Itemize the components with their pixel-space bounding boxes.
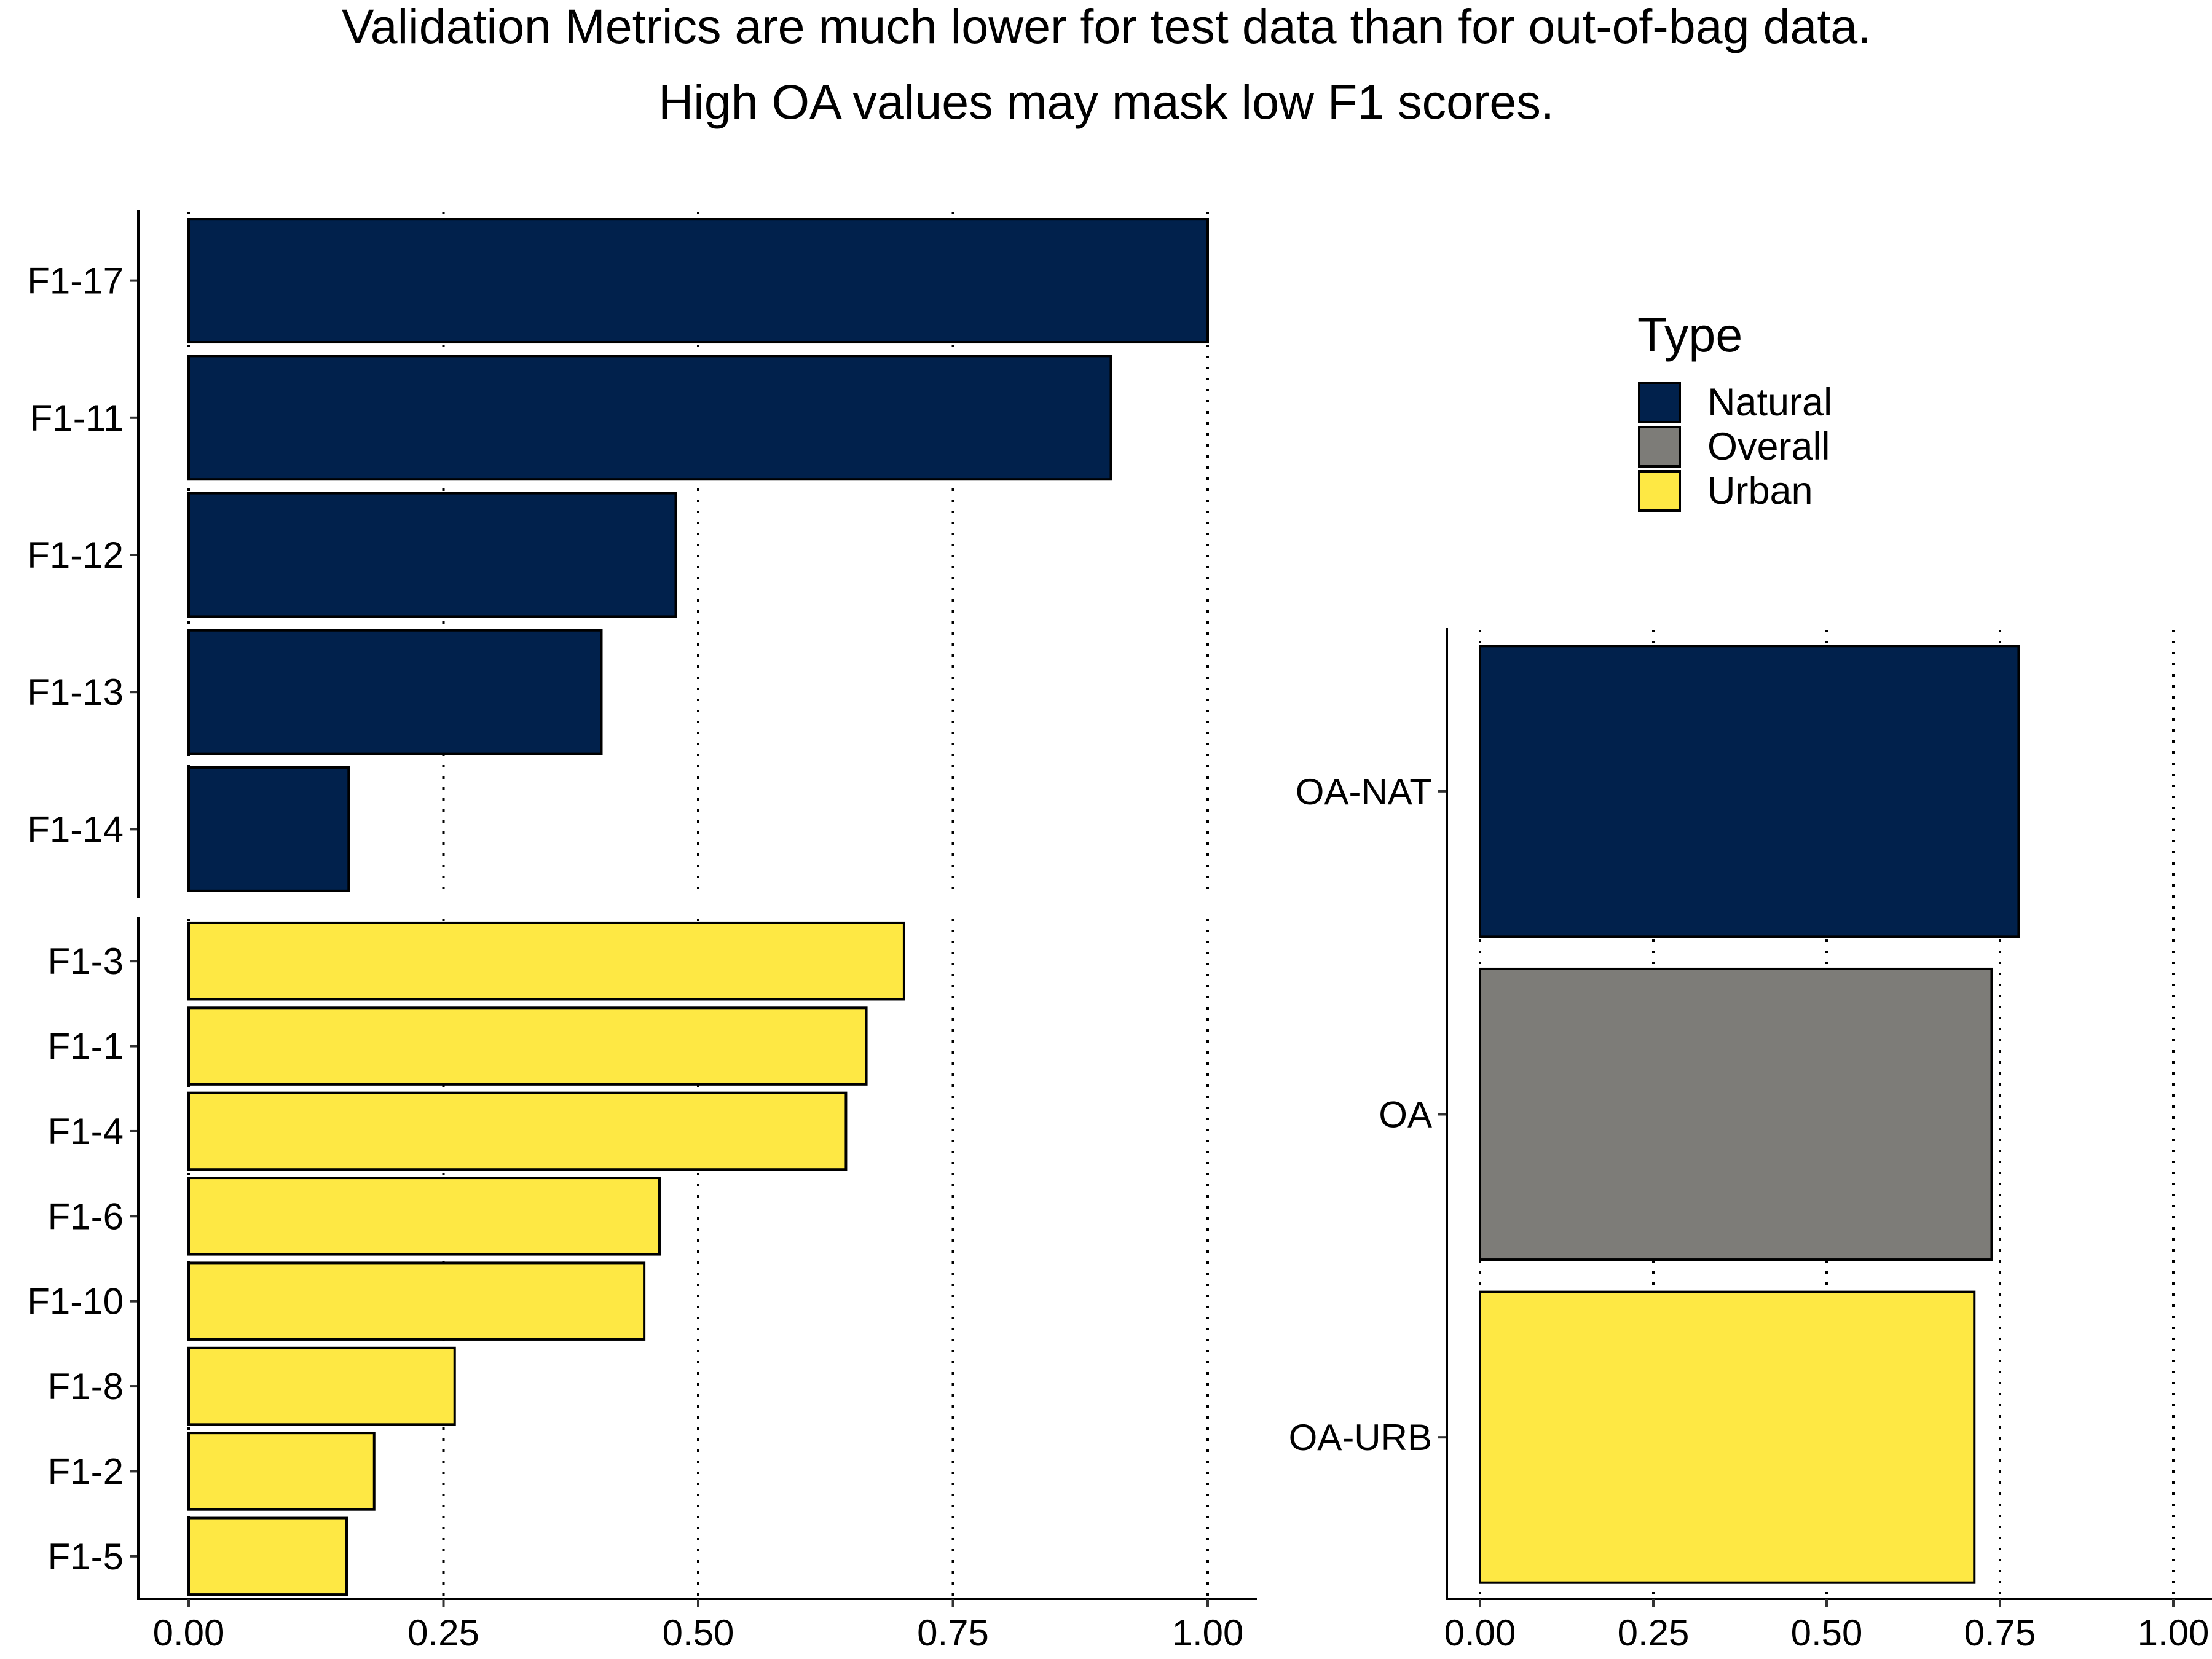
legend-label-urban: Urban	[1707, 469, 1813, 512]
f1-natural-ylabel-f1-14: F1-14	[27, 809, 124, 850]
legend-label-overall: Overall	[1707, 425, 1830, 468]
legend-swatch-urban	[1638, 470, 1681, 512]
f1-natural-ylabel-f1-12: F1-12	[27, 535, 124, 576]
f1-urban-xlabel-3: 0.75	[917, 1612, 989, 1653]
oa-bar-oa-urb	[1479, 1290, 1976, 1584]
f1-urban-ylabel-f1-5: F1-5	[48, 1536, 124, 1577]
f1-urban-ylabel-f1-8: F1-8	[48, 1366, 124, 1407]
f1-urban-xlabel-4: 1.00	[1172, 1612, 1244, 1653]
oa-bar-oa-nat	[1479, 645, 2020, 938]
oa-xlabel-0: 0.00	[1444, 1612, 1516, 1653]
f1-natural-bar-f1-17	[187, 218, 1209, 344]
legend-swatch-natural	[1638, 382, 1681, 423]
f1-urban-xlabel-0: 0.00	[153, 1612, 225, 1653]
oa-ylabel-oa-nat: OA-NAT	[1296, 771, 1432, 812]
f1-urban-bar-f1-8	[187, 1346, 456, 1426]
f1-natural-ylabel-f1-11: F1-11	[30, 398, 124, 439]
f1-urban-bar-f1-6	[187, 1177, 661, 1256]
oa-bar-oa	[1479, 967, 1993, 1261]
f1-urban-ylabel-f1-1: F1-1	[48, 1026, 124, 1067]
oa-xlabel-4: 1.00	[2138, 1612, 2210, 1653]
f1-urban-bar-f1-5	[187, 1516, 348, 1596]
oa-xlabel-3: 0.75	[1964, 1612, 2036, 1653]
f1-urban-bar-f1-2	[187, 1432, 376, 1511]
chart-title-line-2: High OA values may mask low F1 scores.	[658, 74, 1554, 129]
oa-ylabel-oa: OA	[1379, 1094, 1432, 1135]
f1-urban-bar-f1-10	[187, 1261, 646, 1341]
f1-natural-bar-f1-12	[187, 492, 677, 618]
f1-urban-xlabel-2: 0.50	[663, 1612, 734, 1653]
f1-urban-ylabel-f1-3: F1-3	[48, 941, 124, 982]
chart-title-line-1: Validation Metrics are much lower for te…	[342, 0, 1871, 53]
f1-natural-bar-f1-11	[187, 355, 1112, 481]
f1-urban-ylabel-f1-2: F1-2	[48, 1451, 124, 1492]
oa-xlabel-2: 0.50	[1791, 1612, 1863, 1653]
f1-natural-ylabel-f1-17: F1-17	[27, 261, 124, 302]
legend-label-natural: Natural	[1707, 381, 1832, 424]
f1-urban-ylabel-f1-6: F1-6	[48, 1196, 124, 1237]
f1-urban-bar-f1-3	[187, 921, 905, 1001]
legend-swatch-overall	[1638, 426, 1681, 468]
f1-urban-xlabel-1: 0.25	[407, 1612, 479, 1653]
f1-urban-bar-f1-1	[187, 1006, 868, 1086]
f1-urban-bar-f1-4	[187, 1091, 848, 1171]
oa-xlabel-1: 0.25	[1618, 1612, 1690, 1653]
f1-natural-bar-f1-13	[187, 629, 603, 755]
f1-natural-ylabel-f1-13: F1-13	[27, 672, 124, 713]
legend-title: Type	[1637, 307, 1742, 362]
f1-urban-ylabel-f1-4: F1-4	[48, 1111, 124, 1152]
f1-urban-ylabel-f1-10: F1-10	[27, 1281, 124, 1322]
oa-ylabel-oa-urb: OA-URB	[1289, 1417, 1432, 1458]
f1-natural-bar-f1-14	[187, 766, 350, 892]
